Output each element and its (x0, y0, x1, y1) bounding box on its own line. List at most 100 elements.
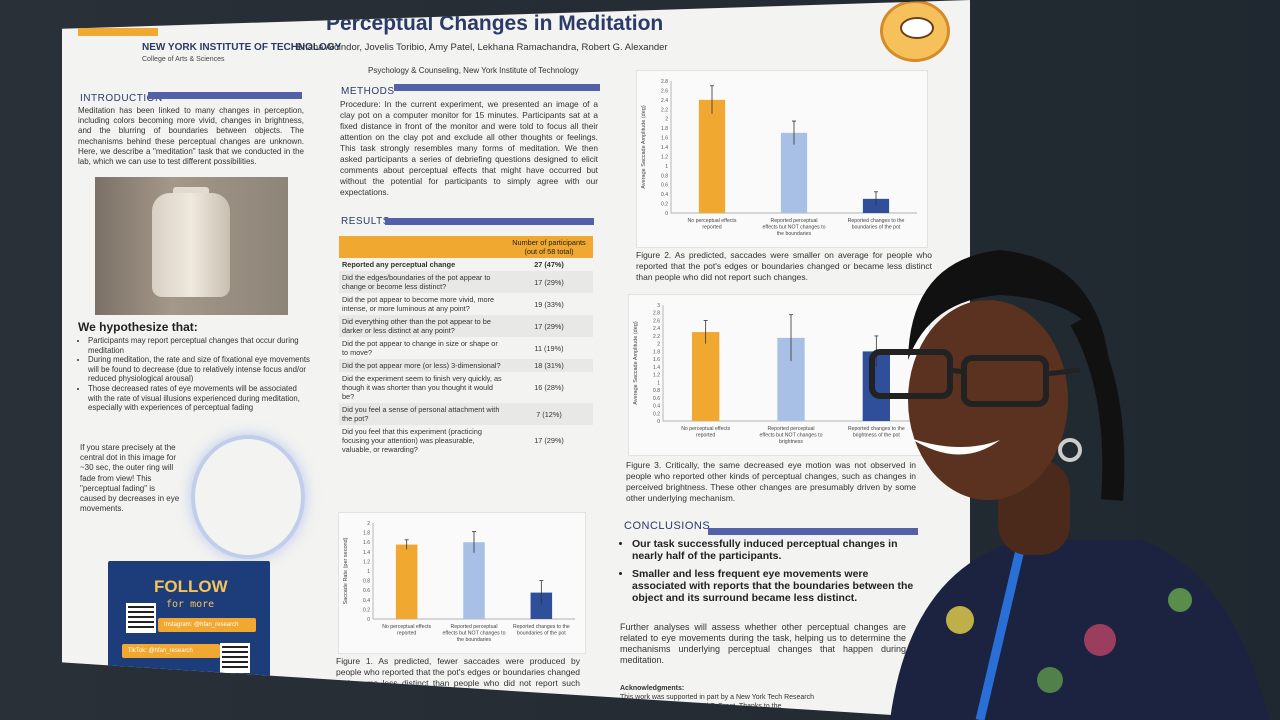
x-tick-label: No perceptual effects (688, 218, 737, 224)
header-accent (78, 28, 158, 36)
x-tick-label: reported (397, 631, 416, 637)
figure-1-chart: 0 0.2 0.4 0.6 0.8 1 1.2 1.4 1.6 1.8 2 Saccade Rate … (338, 512, 586, 654)
conclusions-rule (708, 528, 918, 535)
figure-2-caption: Figure 2. As predicted, saccades were sm… (636, 250, 932, 282)
x-tick-label: brightness of the pot (853, 433, 901, 439)
y-tick-label: 2.2 (653, 334, 660, 340)
y-tick-label: 0.2 (653, 411, 660, 417)
y-tick-label: 3 (657, 303, 660, 309)
y-tick-label: 2.4 (661, 98, 668, 104)
y-tick-label: 0.2 (661, 202, 668, 208)
x-tick-label: boundaries of the pot (852, 225, 901, 231)
list-item: Smaller and less frequent eye movements … (632, 568, 922, 604)
y-tick-label: 0 (367, 617, 370, 623)
y-tick-label: 0.4 (653, 404, 660, 410)
table-row: Did the edges/boundaries of the pot appe… (339, 271, 593, 293)
qr-code-icon (126, 603, 156, 633)
figure-2-svg: 0 0.2 0.4 0.6 0.8 1 1.2 1.4 1.6 1.8 2 2.2 2.4 2.6 2.8 A… (641, 79, 917, 237)
methods-rule (394, 84, 600, 91)
list-item: Our task successfully induced perceptual… (632, 538, 922, 562)
figure-2-chart: 0 0.2 0.4 0.6 0.8 1 1.2 1.4 1.6 1.8 2 2.2 2.4 2.6 2.8 A… (636, 70, 928, 248)
y-tick-label: 1.4 (653, 365, 660, 371)
conclusions-further: Further analyses will assess whether oth… (620, 622, 906, 665)
y-tick-label: 0.6 (363, 588, 370, 594)
chart-bar (692, 332, 720, 421)
y-tick-label: 1.2 (363, 559, 370, 565)
y-tick-label: 2.6 (661, 88, 668, 94)
results-rule (385, 218, 594, 225)
list-item: During meditation, the rate and size of … (88, 355, 312, 384)
y-tick-label: 0.6 (661, 183, 668, 189)
table-header: Number of participants (out of 58 total) (505, 236, 593, 258)
x-tick-label: Reported perceptual (767, 426, 814, 432)
y-tick-label: 0 (657, 419, 660, 425)
y-axis-label: Average Saccade Amplitude (deg) (633, 321, 639, 405)
clay-pot-photo (95, 177, 288, 315)
chart-bar (530, 592, 553, 619)
conclusions-list: Our task successfully induced perceptual… (618, 538, 922, 610)
list-item: Participants may report perceptual chang… (88, 336, 312, 355)
y-tick-label: 2.2 (661, 107, 668, 113)
chart-bar (395, 544, 418, 619)
y-tick-label: 1.8 (661, 126, 668, 132)
table-row: Did you feel that this experiment (pract… (342, 427, 564, 454)
y-tick-label: 0.8 (363, 579, 370, 585)
fading-ring-image (191, 435, 305, 559)
institution-logo: NEW YORK INSTITUTE OF TECHNOLOGY College… (142, 42, 342, 63)
results-heading: RESULTS (341, 216, 390, 227)
eye-icon (900, 17, 934, 39)
x-tick-label: effects but NOT changes to (760, 433, 823, 439)
x-tick-label: reported (696, 433, 715, 439)
fading-demo-text: If you stare precisely at the central do… (80, 443, 180, 514)
research-poster: NEW YORK INSTITUTE OF TECHNOLOGY College… (62, 0, 970, 720)
table-row: Number of participants (out of 58 total) (339, 236, 593, 258)
x-tick-label: brightness (779, 439, 803, 445)
intro-text: Meditation has been linked to many chang… (78, 106, 304, 167)
x-tick-label: effects but NOT changes to (763, 225, 826, 231)
y-tick-label: 1.4 (363, 550, 370, 556)
table-row: Did the pot appear more (or less) 3-dime… (339, 359, 593, 372)
figure-3-chart: 0 0.2 0.4 0.6 0.8 1 1.2 1.4 1.6 1.8 2 2.2 2.4 2.6 2.8 3… (628, 294, 930, 456)
y-tick-label: 2 (665, 117, 668, 123)
y-tick-label: 1.2 (653, 373, 660, 379)
poster-authors: Briana Alcindor, Jovelis Toribio, Amy Pa… (296, 42, 668, 53)
y-tick-label: 0.4 (661, 192, 668, 198)
y-tick-label: 1.6 (661, 136, 668, 142)
x-tick-label: Reported perceptual (450, 624, 497, 630)
chart-bar (463, 542, 485, 619)
y-tick-label: 1.8 (653, 349, 660, 355)
y-tick-label: 2.4 (653, 326, 660, 332)
y-tick-label: 2 (657, 342, 660, 348)
figure-3-svg: 0 0.20.4 0.6 0.8 11.2 1.4 1.6 1.82 2.2 2.4 2.62.8 3… (633, 303, 919, 445)
y-axis-label: Saccade Rate (per second) (343, 537, 349, 604)
table-row: Did the experiment seem to finish very q… (342, 374, 564, 401)
methods-heading: METHODS (341, 86, 395, 97)
qr-code-icon (220, 643, 250, 673)
y-tick-label: 0.8 (661, 173, 668, 179)
conclusions-heading: CONCLUSIONS (624, 520, 711, 532)
y-tick-label: 1.6 (653, 357, 660, 363)
table-row: Did you feel a sense of personal attachm… (339, 403, 593, 425)
methods-text: Procedure: In the current experiment, we… (340, 99, 598, 197)
y-tick-label: 0.2 (363, 607, 370, 613)
y-tick-label: 1.8 (363, 531, 370, 537)
chart-bar (780, 132, 808, 213)
tiktok-handle: TikTok: @hfan_research (122, 644, 220, 658)
follow-title: FOLLOW (154, 577, 228, 596)
table-row: Did everything other than the pot appear… (339, 315, 593, 337)
x-tick-label: reported (702, 225, 721, 231)
y-tick-label: 0.4 (363, 598, 370, 604)
follow-subtitle: for more (166, 599, 215, 610)
follow-panel: FOLLOW for more Instagram: @hfan_researc… (108, 561, 270, 683)
x-tick-label: Reported changes to the (513, 624, 570, 630)
table-row: Reported any perceptual change 27 (47%) (342, 260, 564, 269)
y-tick-label: 2.6 (653, 318, 660, 324)
results-table: Number of participants (out of 58 total)… (339, 236, 593, 456)
hypothesis-heading: We hypothesize that: (78, 320, 198, 334)
y-tick-label: 1.6 (363, 540, 370, 546)
figure-3-caption: Figure 3. Critically, the same decreased… (626, 460, 916, 503)
presenter-photo (869, 250, 1270, 720)
y-tick-label: 1.4 (661, 145, 668, 151)
x-tick-label: Reported changes to the (848, 426, 905, 432)
figure-1-svg: 0 0.2 0.4 0.6 0.8 1 1.2 1.4 1.6 1.8 2 Saccade Rate … (343, 521, 575, 643)
